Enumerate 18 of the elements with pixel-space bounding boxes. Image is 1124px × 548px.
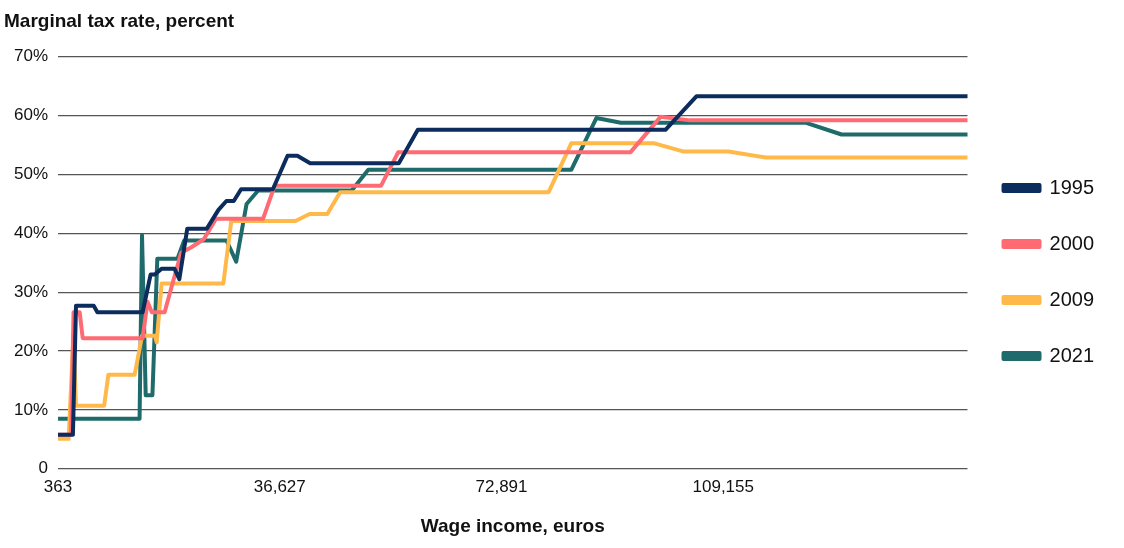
y-tick-label: 60% — [13, 105, 49, 125]
x-tick-label: 109,155 — [692, 476, 754, 496]
x-tick-label: 36,627 — [253, 476, 306, 496]
x-tick-label: 363 — [43, 476, 73, 496]
legend-label: 2021 — [1049, 343, 1095, 366]
legend-label: 2000 — [1049, 231, 1095, 254]
y-tick-label: 40% — [13, 223, 49, 243]
x-tick-label: 72,891 — [475, 476, 528, 496]
x-axis-title: Wage income, euros — [420, 514, 605, 536]
legend-label: 1995 — [1049, 175, 1095, 198]
y-tick-label: 0 — [38, 458, 49, 478]
legend-label: 2009 — [1049, 287, 1095, 310]
y-tick-label: 30% — [13, 281, 49, 301]
chart-title: Marginal tax rate, percent — [4, 9, 235, 31]
y-tick-label: 20% — [13, 340, 49, 360]
y-tick-label: 50% — [13, 164, 49, 184]
y-tick-label: 10% — [13, 399, 49, 419]
y-tick-label: 70% — [13, 46, 49, 66]
